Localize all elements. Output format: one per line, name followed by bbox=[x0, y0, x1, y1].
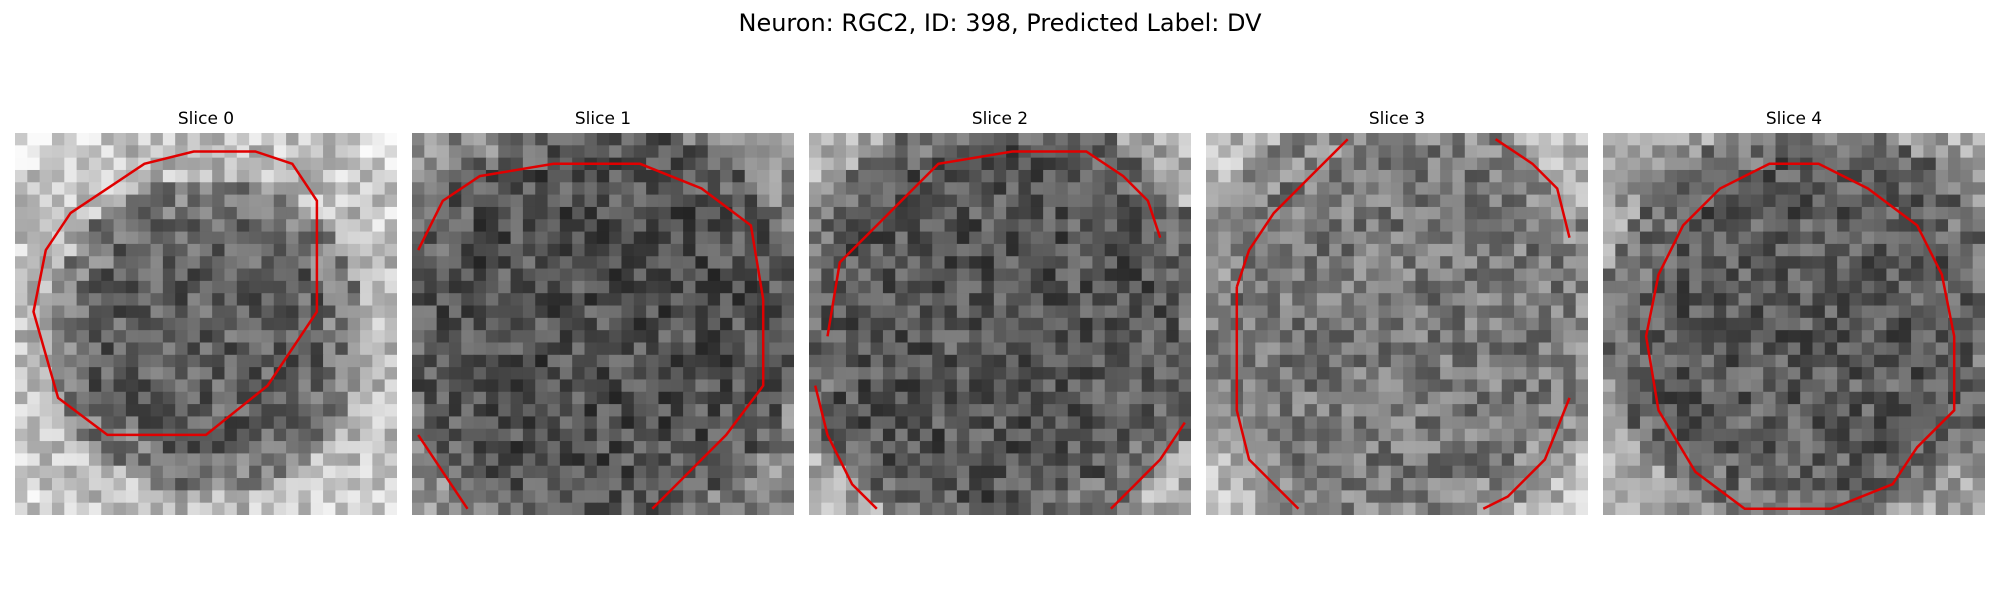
segmentation-contour bbox=[32, 150, 319, 437]
slice-title-1: Slice 1 bbox=[574, 109, 632, 129]
segmentation-contour bbox=[826, 150, 1162, 337]
segmentation-contour bbox=[1110, 421, 1186, 510]
slice-image-3 bbox=[1206, 133, 1588, 515]
segmentation-contour bbox=[1644, 162, 1956, 511]
slice-panel-4: Slice 4 bbox=[1603, 108, 1985, 518]
segmentation-contour bbox=[1494, 138, 1571, 239]
slice-image-2 bbox=[809, 133, 1191, 515]
slice-title-0: Slice 0 bbox=[177, 109, 235, 129]
segmentation-contour bbox=[1235, 287, 1300, 510]
figure-title: Neuron: RGC2, ID: 398, Predicted Label: … bbox=[738, 9, 1262, 37]
slice-title-4: Slice 4 bbox=[1765, 109, 1823, 129]
segmentation-contour bbox=[1235, 138, 1349, 288]
slice-panel-2: Slice 2 bbox=[809, 108, 1191, 518]
slice-panel-3: Slice 3 bbox=[1206, 108, 1588, 518]
slice-title-3: Slice 3 bbox=[1368, 109, 1426, 129]
slice-panel-1: Slice 1 bbox=[412, 108, 794, 518]
slice-panel-0: Slice 0 bbox=[15, 108, 397, 518]
segmentation-contour bbox=[813, 385, 878, 510]
segmentation-contour bbox=[1482, 397, 1571, 510]
slice-image-0 bbox=[15, 133, 397, 515]
slice-image-1 bbox=[412, 133, 794, 515]
segmentation-contour bbox=[417, 162, 765, 510]
slice-image-4 bbox=[1603, 133, 1985, 515]
segmentation-contour bbox=[417, 434, 469, 510]
slice-title-2: Slice 2 bbox=[971, 109, 1029, 129]
